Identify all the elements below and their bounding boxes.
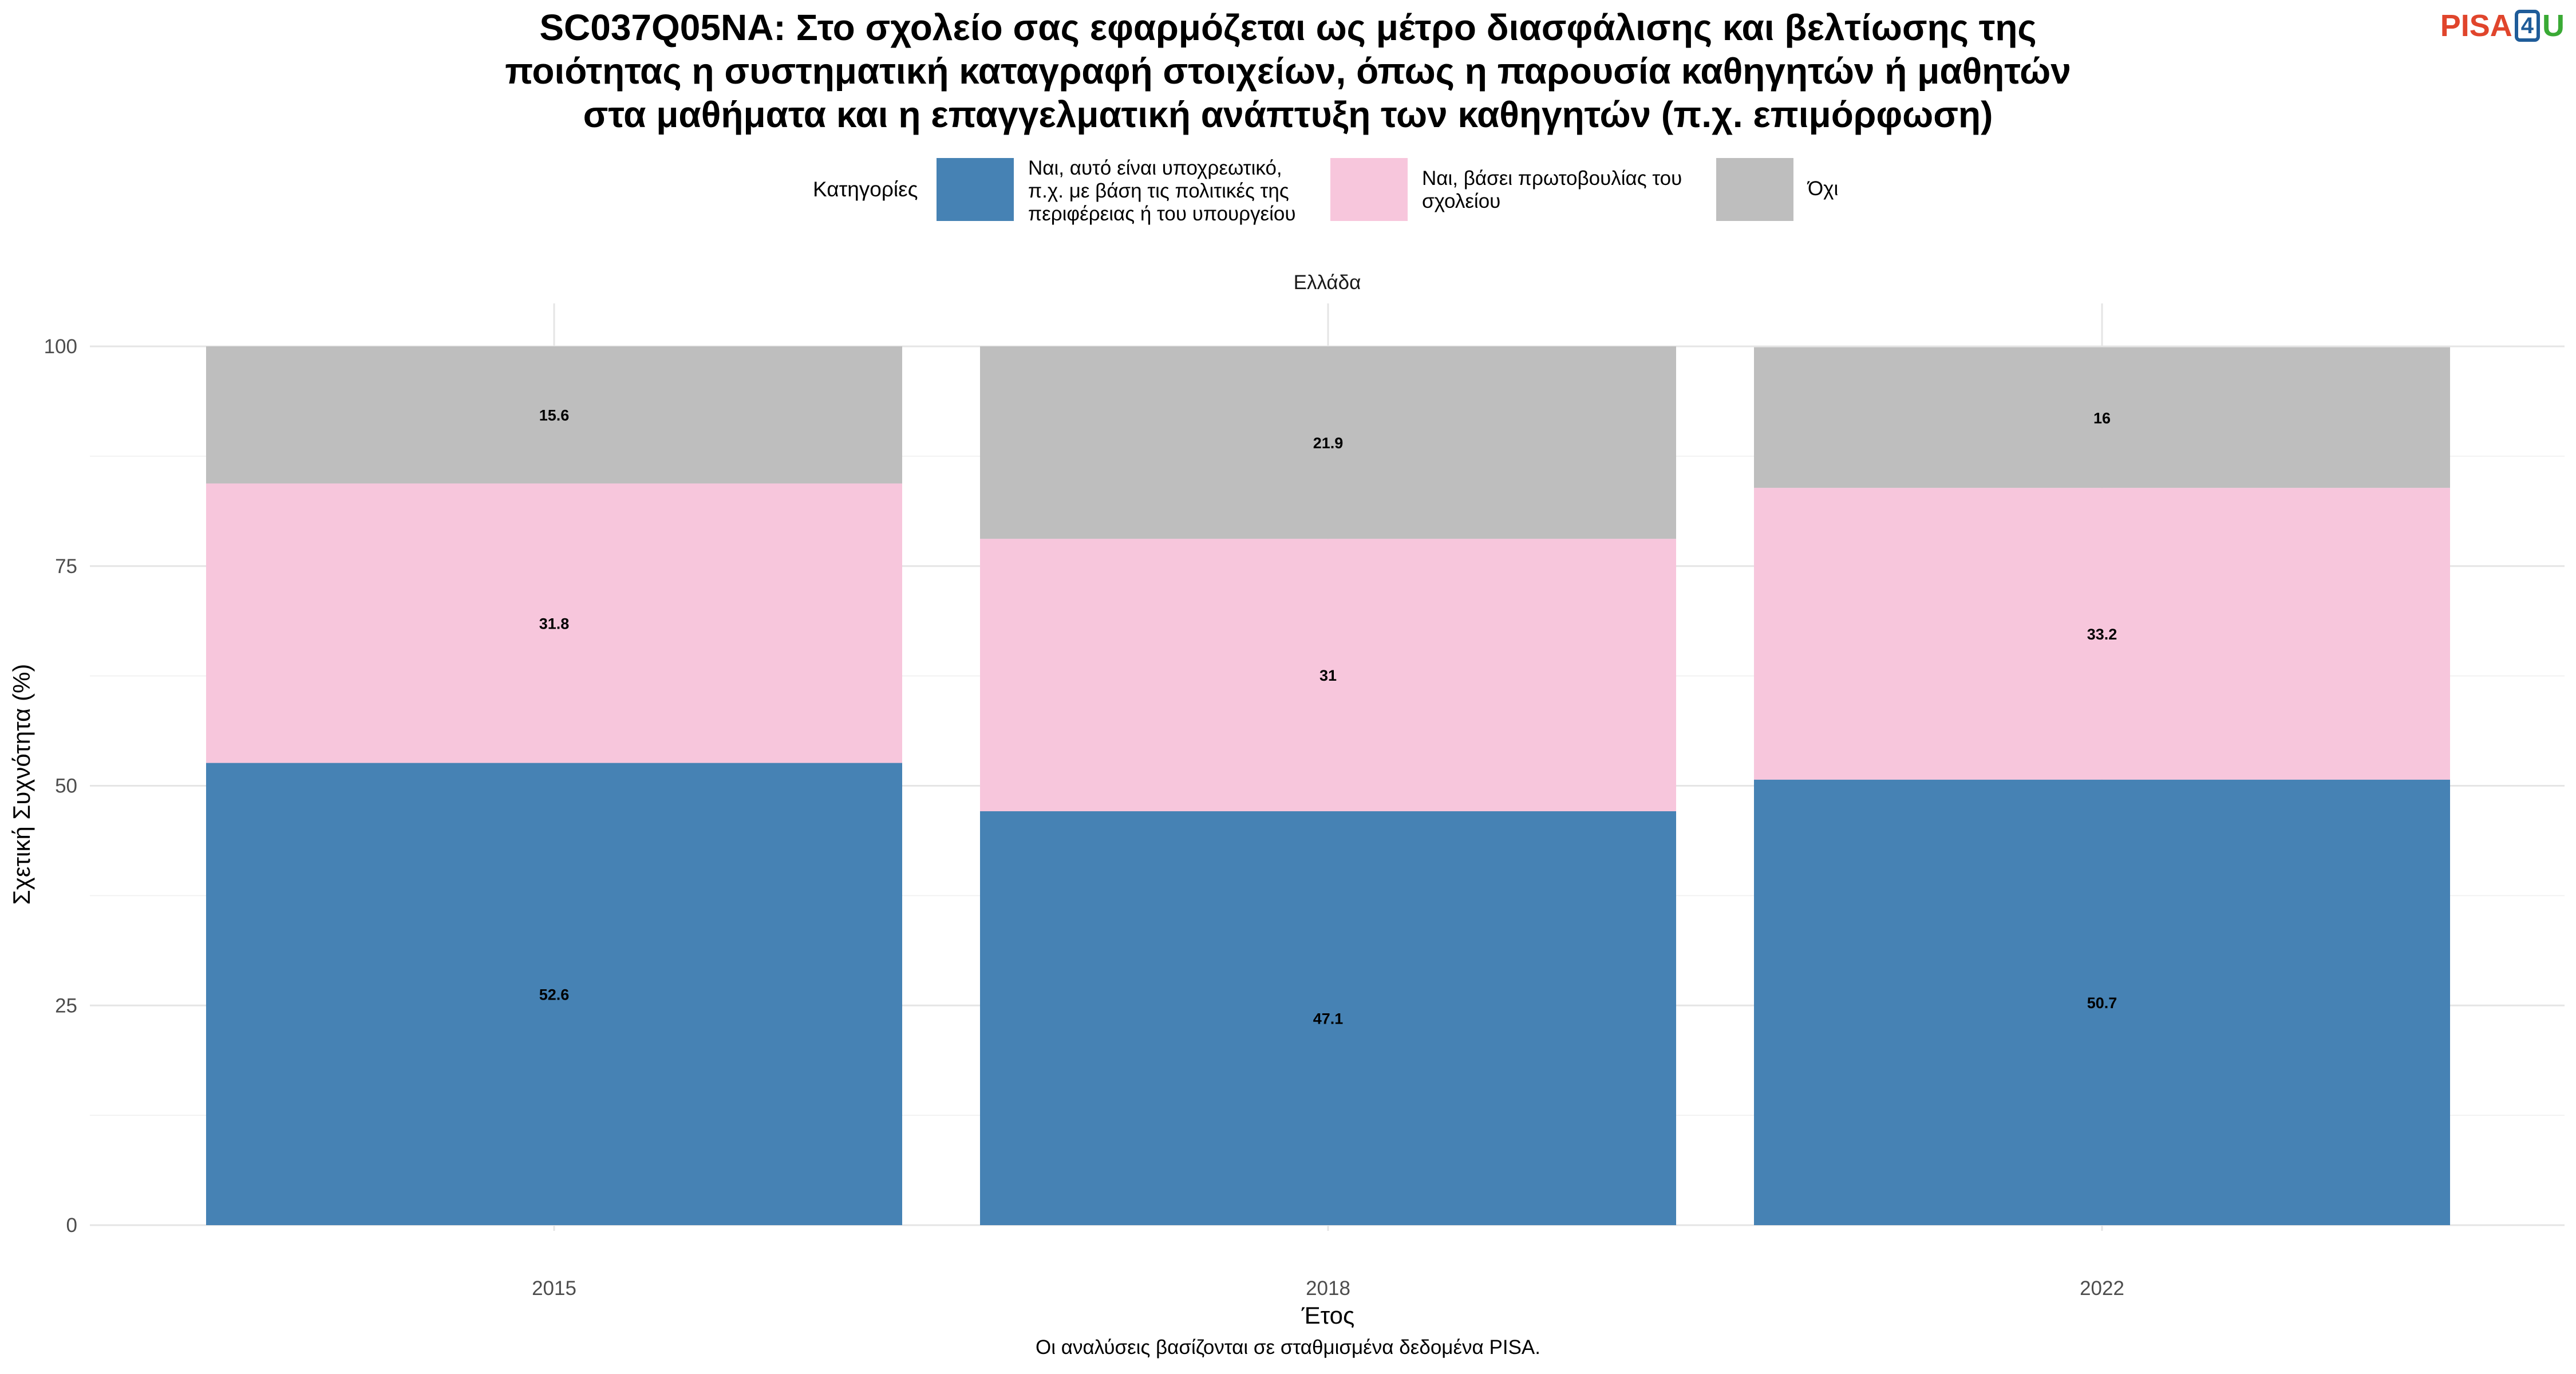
logo-text-u: U (2542, 9, 2565, 43)
bar-segment (980, 811, 1676, 1225)
bar-segment (1754, 779, 2450, 1225)
y-tick-label: 25 (55, 994, 77, 1017)
bar-segment (980, 539, 1676, 812)
bar-segment (206, 346, 902, 484)
legend-title: Κατηγορίες (813, 177, 918, 201)
logo-text-pisa: PISA (2440, 9, 2512, 43)
legend-key-no (1716, 158, 1793, 221)
y-tick-label: 0 (66, 1214, 77, 1237)
chart-legend: Κατηγορίες Ναι, αυτό είναι υποχρεωτικό, … (0, 157, 2576, 226)
legend-label-mandatory-line-2: π.χ. με βάση τις πολιτικές της (1028, 180, 1289, 202)
legend-label-no: Όχι (1808, 177, 1838, 200)
legend-label-mandatory: Ναι, αυτό είναι υποχρεωτικό, π.χ. με βάσ… (1028, 157, 1296, 226)
chart-title-line-3: στα μαθήματα και η επαγγελματική ανάπτυξ… (583, 94, 1993, 135)
chart-title-line-2: ποιότητας η συστηματική καταγραφή στοιχε… (505, 50, 2071, 92)
legend-label-mandatory-line-3: περιφέρειας ή του υπουργείου (1028, 203, 1296, 225)
bar-value-label: 50.7 (2087, 994, 2117, 1012)
bar-value-label: 47.1 (1313, 1010, 1344, 1028)
chart-title-line-1: SC037Q05NA: Στο σχολείο σας εφαρμόζεται … (539, 7, 2037, 48)
bar-segment (1754, 488, 2450, 780)
legend-key-school-initiative (1330, 158, 1408, 221)
bar-segment (206, 483, 902, 763)
y-axis-title: Σχετική Συχνότητα (%) (8, 664, 35, 905)
bar-value-label: 15.6 (539, 407, 570, 424)
x-tick-label: 2015 (532, 1277, 576, 1300)
bar-value-label: 21.9 (1313, 435, 1344, 452)
legend-label-school-initiative-line-2: σχολείου (1422, 190, 1501, 212)
logo-text-four: 4 (2514, 10, 2540, 42)
y-tick-label: 75 (55, 555, 77, 578)
bar-segment (980, 346, 1676, 539)
x-tick-label: 2018 (1306, 1277, 1350, 1300)
y-tick-label: 100 (44, 335, 77, 358)
chart-title: SC037Q05NA: Στο σχολείο σας εφαρμόζεται … (401, 6, 2175, 136)
x-axis-title: Έτος (1301, 1302, 1355, 1329)
x-tick-label: 2022 (2080, 1277, 2124, 1300)
bar-value-label: 31 (1319, 667, 1337, 684)
bar-value-label: 52.6 (539, 986, 570, 1003)
legend-label-school-initiative: Ναι, βάσει πρωτοβουλίας του σχολείου (1422, 167, 1682, 213)
legend-label-no-line-1: Όχι (1808, 177, 1839, 200)
bar-segment (206, 763, 902, 1225)
legend-label-mandatory-line-1: Ναι, αυτό είναι υποχρεωτικό, (1028, 157, 1282, 179)
bar-segment (1754, 347, 2450, 488)
bar-value-label: 16 (2093, 409, 2111, 427)
chart-caption: Οι αναλύσεις βασίζονται σε σταθμισμένα δ… (1035, 1336, 1540, 1359)
pisa4u-logo: PISA 4 U (2440, 8, 2565, 44)
bar-value-label: 33.2 (2087, 626, 2117, 643)
y-tick-label: 50 (55, 775, 77, 797)
facet-label: Ελλάδα (1294, 271, 1361, 294)
bar-value-label: 31.8 (539, 615, 570, 633)
legend-label-school-initiative-line-1: Ναι, βάσει πρωτοβουλίας του (1422, 167, 1682, 189)
legend-key-mandatory (937, 158, 1014, 221)
